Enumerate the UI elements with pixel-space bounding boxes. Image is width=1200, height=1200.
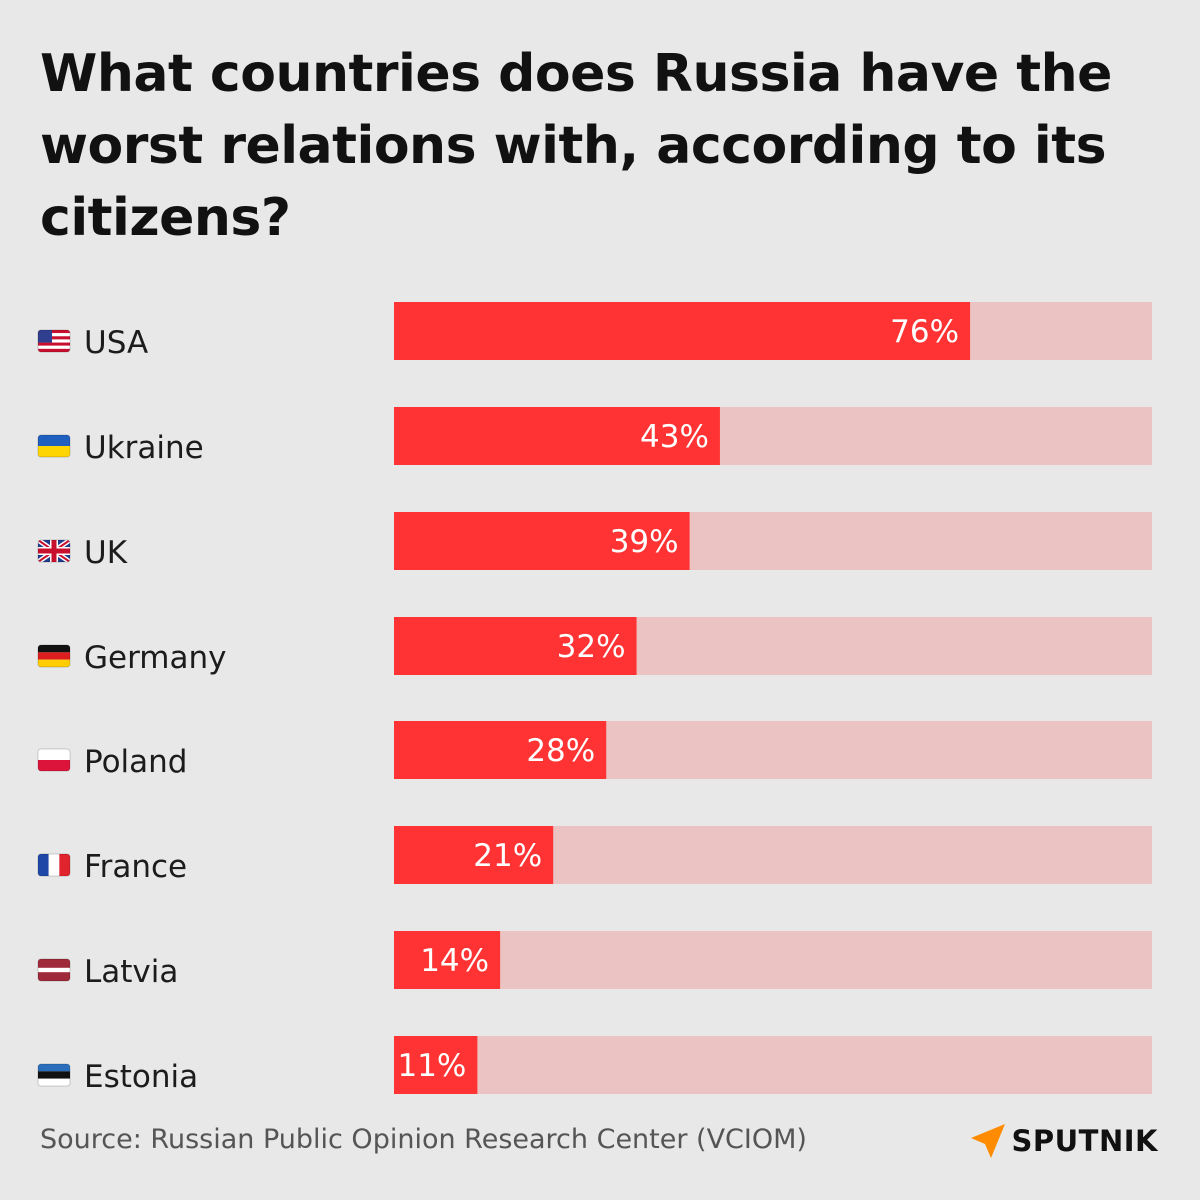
bar xyxy=(394,826,554,884)
value-label: 11% xyxy=(397,1048,466,1084)
bar xyxy=(394,1036,478,1094)
bar xyxy=(394,302,971,360)
bar xyxy=(394,931,501,989)
country-label: UK xyxy=(84,535,128,571)
bar xyxy=(394,721,607,779)
flag-latvia-icon xyxy=(37,958,71,982)
country-label: Poland xyxy=(84,744,188,780)
value-label: 39% xyxy=(610,524,679,560)
bar-row: Poland 28% xyxy=(37,721,1152,780)
country-label: Latvia xyxy=(84,954,178,990)
bar-track xyxy=(394,1036,1152,1094)
value-label: 28% xyxy=(526,733,595,769)
value-label: 43% xyxy=(640,419,709,455)
bar xyxy=(394,407,720,465)
sputnik-logo-icon xyxy=(971,1124,1006,1158)
source-note: Source: Russian Public Opinion Research … xyxy=(40,1124,807,1155)
flag-poland-icon xyxy=(37,748,71,772)
brand-name: SPUTNIK xyxy=(1011,1124,1158,1158)
bar-row: Germany 32% xyxy=(37,617,1152,676)
flag-germany-icon xyxy=(37,644,71,668)
brand-logo: SPUTNIK xyxy=(969,1122,1158,1160)
country-label: USA xyxy=(84,325,148,361)
value-label: 21% xyxy=(473,838,542,874)
bar-row: Latvia 14% xyxy=(37,931,1152,990)
bar xyxy=(394,617,637,675)
country-label: Germany xyxy=(84,640,226,676)
flag-usa-icon xyxy=(37,329,71,353)
bar-track xyxy=(394,931,1152,989)
country-label: Ukraine xyxy=(84,430,204,466)
bar-row: France 21% xyxy=(37,826,1152,885)
flag-estonia-icon xyxy=(37,1063,71,1087)
chart-title: What countries does Russia have the wors… xyxy=(40,44,1112,248)
flag-uk-icon xyxy=(37,539,71,563)
bar-row: Ukraine 43% xyxy=(37,407,1152,466)
bar-row: USA 76% xyxy=(37,302,1152,361)
country-label: Estonia xyxy=(84,1059,198,1095)
flag-ukraine-icon xyxy=(37,434,71,458)
value-label: 14% xyxy=(420,943,489,979)
bar-row: Estonia 11% xyxy=(37,1036,1152,1095)
country-label: France xyxy=(84,849,187,885)
bar-row: UK 39% xyxy=(37,512,1152,571)
bar xyxy=(394,512,690,570)
value-label: 76% xyxy=(890,314,959,350)
value-label: 32% xyxy=(557,629,626,665)
flag-france-icon xyxy=(37,853,71,877)
